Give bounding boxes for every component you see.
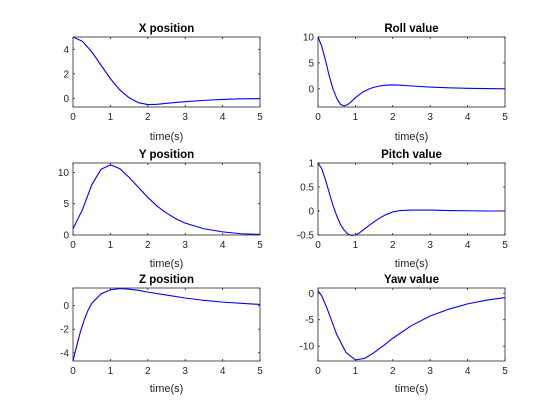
x-axis-label: time(s) — [150, 258, 184, 270]
y-tick-label: 0 — [63, 231, 69, 242]
x-axis-label: time(s) — [150, 131, 184, 143]
y-tick-label: -2 — [60, 325, 69, 336]
y-tick-label: -0.5 — [297, 231, 315, 242]
x-tick-label: 0 — [70, 240, 76, 251]
x-tick-label: 1 — [108, 112, 114, 123]
x-tick-label: 4 — [465, 240, 471, 251]
subplot-title: Roll value — [384, 23, 438, 35]
x-tick-label: 0 — [315, 366, 321, 377]
x-axis-label: time(s) — [150, 383, 184, 395]
x-tick-label: 5 — [257, 112, 263, 123]
x-tick-label: 5 — [257, 240, 263, 251]
plot-area — [73, 163, 260, 235]
x-tick-label: 3 — [427, 112, 433, 123]
y-tick-label: -4 — [60, 348, 69, 359]
y-tick-label: 0.5 — [300, 183, 314, 194]
x-tick-label: 0 — [70, 112, 76, 123]
x-tick-label: 2 — [145, 240, 151, 251]
x-axis-label: time(s) — [395, 131, 429, 143]
y-tick-label: 0 — [63, 301, 69, 312]
x-tick-label: 3 — [182, 366, 188, 377]
x-tick-label: 3 — [427, 366, 433, 377]
y-tick-label: 5 — [63, 199, 69, 210]
y-tick-label: 5 — [308, 58, 314, 69]
x-tick-label: 2 — [145, 366, 151, 377]
y-tick-label: 10 — [58, 168, 70, 179]
plot-area — [318, 288, 505, 361]
x-tick-label: 2 — [390, 112, 396, 123]
x-axis-label: time(s) — [395, 258, 429, 270]
subplot-title: Y position — [139, 149, 194, 161]
x-tick-label: 1 — [108, 366, 114, 377]
y-tick-label: -10 — [300, 342, 315, 353]
x-tick-label: 5 — [502, 240, 508, 251]
x-tick-label: 1 — [108, 240, 114, 251]
subplot-title: Yaw value — [384, 274, 439, 286]
plot-area — [73, 37, 260, 107]
x-tick-label: 5 — [502, 366, 508, 377]
x-tick-label: 4 — [220, 366, 226, 377]
y-tick-label: 2 — [63, 69, 69, 80]
plot-area — [73, 288, 260, 361]
y-tick-label: 4 — [63, 45, 69, 56]
x-tick-label: 1 — [353, 366, 359, 377]
y-tick-label: 0 — [308, 207, 314, 218]
subplot-title: X position — [139, 23, 195, 35]
x-axis-label: time(s) — [395, 383, 429, 395]
x-tick-label: 1 — [353, 112, 359, 123]
subplot-title: Z position — [139, 274, 194, 286]
y-tick-label: 0 — [308, 84, 314, 95]
x-tick-label: 2 — [145, 112, 151, 123]
x-tick-label: 1 — [353, 240, 359, 251]
x-tick-label: 5 — [257, 366, 263, 377]
y-tick-label: 0 — [63, 94, 69, 105]
subplot-title: Pitch value — [381, 149, 442, 161]
x-tick-label: 3 — [182, 112, 188, 123]
x-tick-label: 3 — [182, 240, 188, 251]
x-tick-label: 3 — [427, 240, 433, 251]
x-tick-label: 4 — [220, 112, 226, 123]
x-tick-label: 4 — [220, 240, 226, 251]
y-tick-label: -5 — [305, 315, 314, 326]
plot-area — [318, 163, 505, 235]
y-tick-label: 0 — [308, 289, 314, 300]
y-tick-label: 10 — [303, 33, 315, 44]
x-tick-label: 4 — [465, 112, 471, 123]
x-tick-label: 0 — [315, 240, 321, 251]
x-tick-label: 0 — [70, 366, 76, 377]
plot-area — [318, 37, 505, 107]
x-tick-label: 0 — [315, 112, 321, 123]
x-tick-label: 5 — [502, 112, 508, 123]
x-tick-label: 2 — [390, 366, 396, 377]
x-tick-label: 2 — [390, 240, 396, 251]
x-tick-label: 4 — [465, 366, 471, 377]
y-tick-label: 1 — [308, 159, 314, 170]
